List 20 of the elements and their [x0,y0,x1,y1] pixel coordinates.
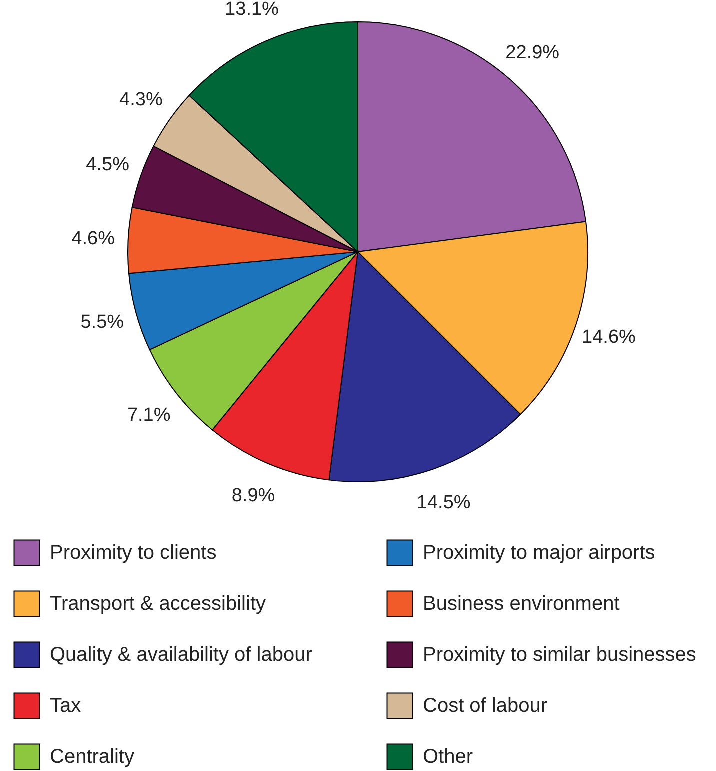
data-label: 5.5% [80,312,124,333]
legend-label: Transport & accessibility [50,593,266,615]
data-label: 8.9% [232,486,276,507]
data-label: 14.5% [416,492,471,514]
data-label: 4.3% [120,90,163,111]
legend-label: Proximity to major airports [423,542,656,564]
legend-label: Tax [50,695,82,717]
legend-label: Quality & availability of labour [50,644,313,666]
data-label: 4.6% [72,228,116,250]
legend-label: Proximity to clients [50,542,217,564]
legend-label: Business environment [423,593,620,615]
data-label: 13.1% [225,0,280,20]
legend-label: Proximity to similar businesses [423,644,696,666]
data-label: 4.5% [86,154,130,176]
legend-label: Other [423,746,474,768]
legend-label: Centrality [50,746,134,768]
data-label: 14.6% [582,327,636,348]
data-label: 22.9% [506,42,560,64]
data-label: 7.1% [127,405,171,426]
legend-label: Cost of labour [423,695,548,717]
